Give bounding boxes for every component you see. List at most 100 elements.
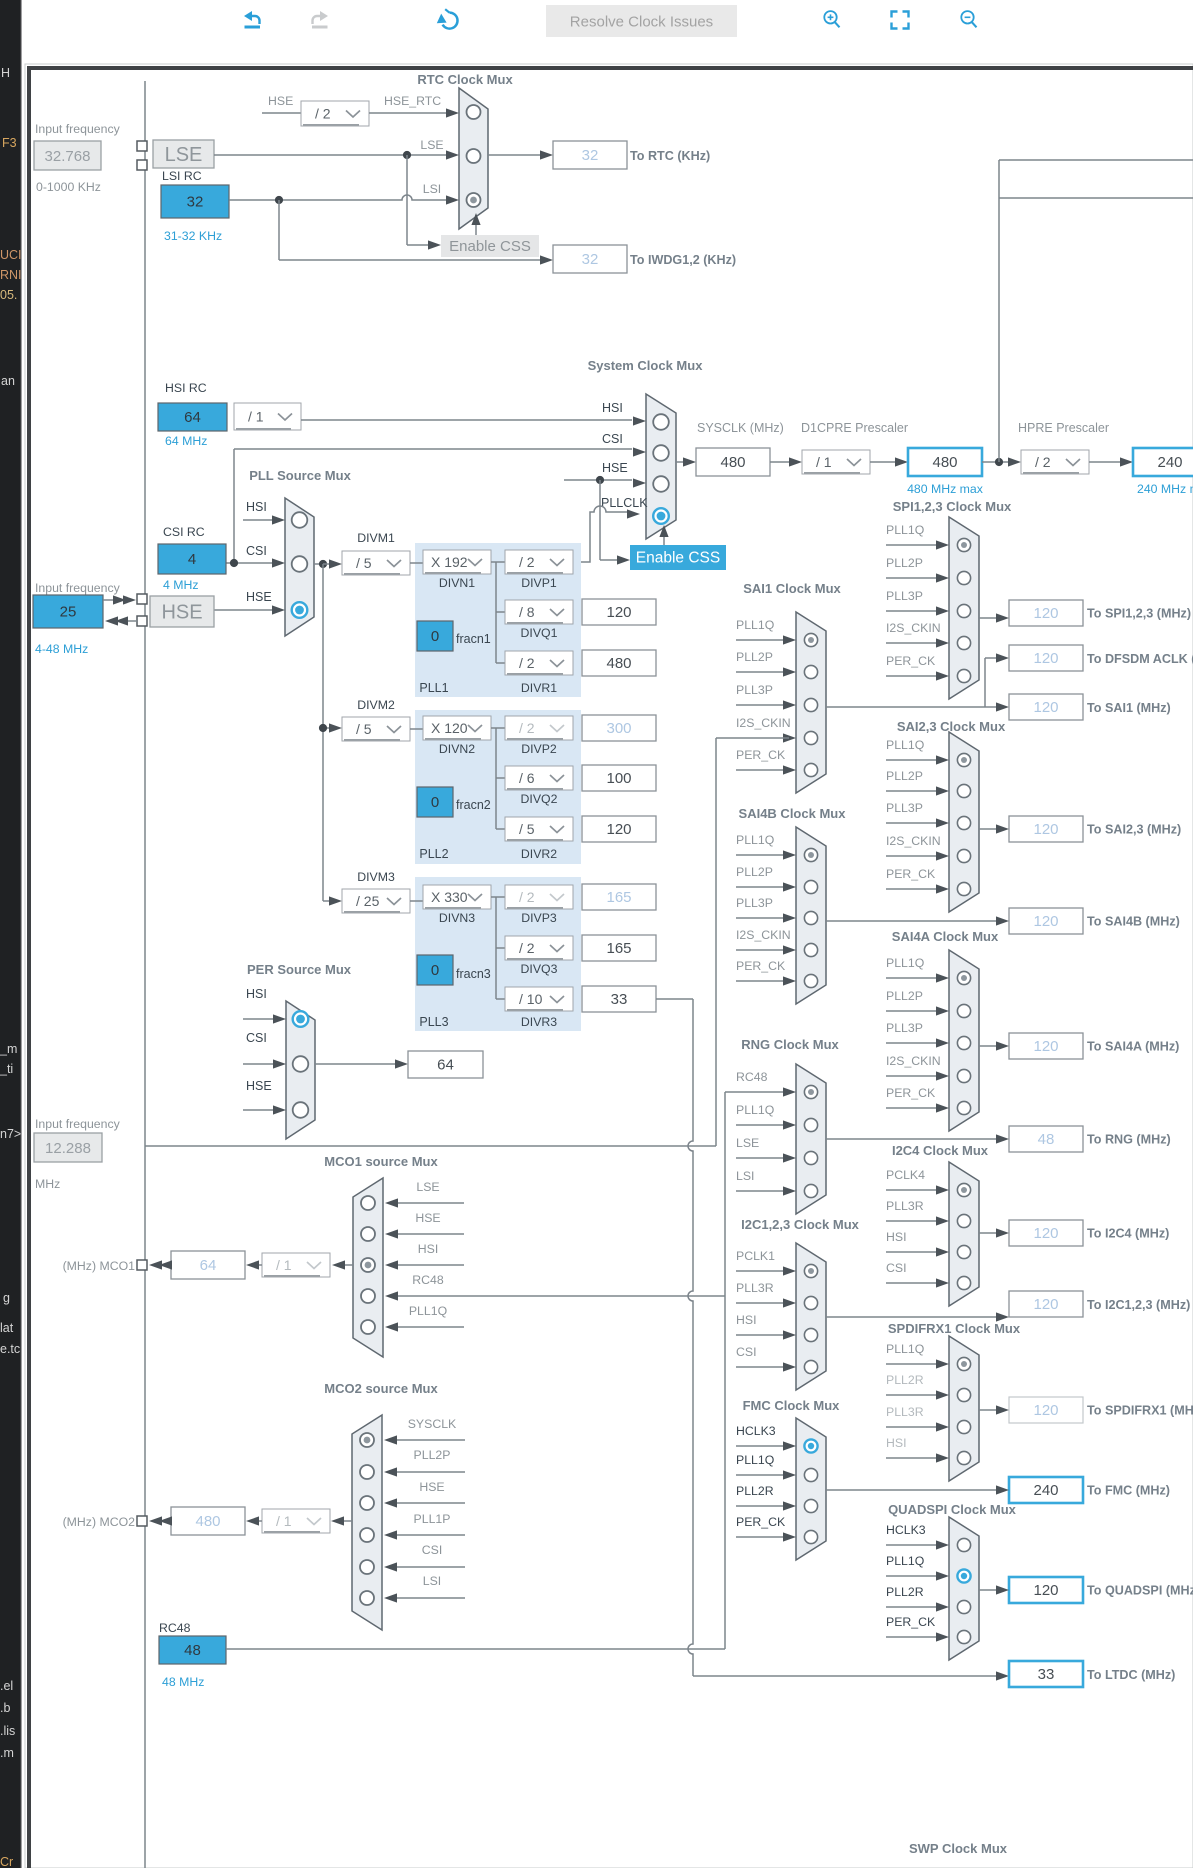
svg-text:e.tc: e.tc <box>0 1342 20 1356</box>
svg-text:CSI: CSI <box>886 1261 907 1275</box>
svg-text:120: 120 <box>606 604 631 621</box>
svg-text:I2S_CKIN: I2S_CKIN <box>886 1054 941 1068</box>
svg-text:.m: .m <box>0 1746 14 1760</box>
svg-text:To SPDIFRX1 (MHz): To SPDIFRX1 (MHz) <box>1087 1404 1193 1418</box>
svg-text:PLL1Q: PLL1Q <box>886 956 924 970</box>
svg-text:(MHz) MCO2: (MHz) MCO2 <box>63 1515 136 1529</box>
svg-text:HPRE Prescaler: HPRE Prescaler <box>1018 421 1109 435</box>
svg-text:SAI4A Clock Mux: SAI4A Clock Mux <box>892 929 999 944</box>
svg-text:PER_CK: PER_CK <box>886 867 936 881</box>
svg-text:0: 0 <box>431 962 439 979</box>
svg-text:PLL3R: PLL3R <box>736 1281 774 1295</box>
svg-text:SYSCLK (MHz): SYSCLK (MHz) <box>697 421 784 435</box>
svg-text:/ 5: / 5 <box>519 821 535 837</box>
svg-text:0: 0 <box>431 794 439 811</box>
svg-text:D1CPRE Prescaler: D1CPRE Prescaler <box>801 421 908 435</box>
svg-text:480: 480 <box>195 1513 220 1530</box>
svg-text:I2S_CKIN: I2S_CKIN <box>886 621 941 635</box>
svg-text:DIVN2: DIVN2 <box>439 742 475 756</box>
svg-text:120: 120 <box>1033 605 1058 622</box>
svg-text:DIVN3: DIVN3 <box>439 911 475 925</box>
svg-text:165: 165 <box>606 940 631 957</box>
svg-text:HSE: HSE <box>268 94 293 108</box>
svg-text:System Clock Mux: System Clock Mux <box>588 358 704 373</box>
svg-text:HSI: HSI <box>736 1313 757 1327</box>
svg-text:240: 240 <box>1033 1482 1058 1499</box>
svg-text:PLL2P: PLL2P <box>736 865 773 879</box>
svg-text:PLL1Q: PLL1Q <box>886 1342 924 1356</box>
svg-text:LSI: LSI <box>736 1169 754 1183</box>
svg-text:HSI RC: HSI RC <box>165 381 207 395</box>
svg-text:33: 33 <box>611 991 628 1008</box>
svg-text:To SAI1 (MHz): To SAI1 (MHz) <box>1087 701 1171 715</box>
svg-text:/ 2: / 2 <box>519 554 535 570</box>
svg-text:DIVQ1: DIVQ1 <box>521 626 558 640</box>
svg-text:PLL1Q: PLL1Q <box>736 833 774 847</box>
svg-text:/ 8: / 8 <box>519 604 535 620</box>
svg-text:PLL3P: PLL3P <box>886 1021 923 1035</box>
svg-text:UCI: UCI <box>0 248 22 262</box>
svg-text:/ 2: / 2 <box>315 106 331 122</box>
svg-text:F3: F3 <box>2 136 17 150</box>
svg-text:To QUADSPI (MHz): To QUADSPI (MHz) <box>1087 1584 1193 1598</box>
svg-text:480 MHz max: 480 MHz max <box>907 482 984 496</box>
svg-text:PLL2R: PLL2R <box>886 1373 924 1387</box>
svg-text:CSI: CSI <box>736 1345 757 1359</box>
svg-text:_ti: _ti <box>0 1062 13 1076</box>
svg-text:Cr: Cr <box>0 1855 13 1868</box>
svg-text:64: 64 <box>437 1057 454 1074</box>
svg-text:X 330: X 330 <box>431 889 468 905</box>
svg-text:120: 120 <box>1033 821 1058 838</box>
svg-text:/ 5: / 5 <box>356 555 372 571</box>
svg-text:CSI RC: CSI RC <box>163 525 205 539</box>
svg-text:PLL3R: PLL3R <box>886 1199 924 1213</box>
svg-text:I2C1,2,3 Clock Mux: I2C1,2,3 Clock Mux <box>741 1217 860 1232</box>
svg-text:DIVP3: DIVP3 <box>521 911 557 925</box>
svg-text:CSI: CSI <box>602 432 623 446</box>
svg-text:an: an <box>1 374 15 388</box>
svg-text:.b: .b <box>0 1701 10 1715</box>
svg-text:LSI: LSI <box>423 182 441 196</box>
svg-text:480: 480 <box>606 655 631 672</box>
svg-text:/ 10: / 10 <box>519 991 543 1007</box>
svg-text:Input frequency: Input frequency <box>35 122 121 136</box>
svg-text:DIVP1: DIVP1 <box>521 576 557 590</box>
svg-text:HSE: HSE <box>419 1480 444 1494</box>
svg-text:PLL1Q: PLL1Q <box>409 1304 447 1318</box>
svg-text:32.768: 32.768 <box>45 148 91 165</box>
svg-text:4 MHz: 4 MHz <box>163 578 199 592</box>
svg-text:DIVQ2: DIVQ2 <box>521 792 558 806</box>
svg-text:05.: 05. <box>0 288 17 302</box>
svg-text:PLLCLK: PLLCLK <box>601 496 648 510</box>
svg-text:/ 2: / 2 <box>1035 454 1051 470</box>
svg-text:SWP Clock Mux: SWP Clock Mux <box>909 1841 1008 1856</box>
svg-text:PLL Source Mux: PLL Source Mux <box>249 468 351 483</box>
svg-text:n7>: n7> <box>0 1127 21 1141</box>
svg-text:64: 64 <box>184 409 201 426</box>
svg-text:/ 2: / 2 <box>519 940 535 956</box>
svg-text:PLL2R: PLL2R <box>886 1585 924 1599</box>
svg-text:165: 165 <box>606 889 631 906</box>
svg-text:HSE: HSE <box>246 590 272 604</box>
svg-text:120: 120 <box>1033 1402 1058 1419</box>
svg-text:HSE: HSE <box>161 602 202 624</box>
svg-text:/ 2: / 2 <box>519 889 535 905</box>
svg-text:DIVR2: DIVR2 <box>521 847 557 861</box>
svg-text:PLL1Q: PLL1Q <box>886 738 924 752</box>
svg-text:To SAI4B (MHz): To SAI4B (MHz) <box>1087 915 1180 929</box>
svg-text:300: 300 <box>606 720 631 737</box>
svg-text:Input frequency: Input frequency <box>35 1117 121 1131</box>
svg-text:fracn1: fracn1 <box>456 632 491 646</box>
svg-text:RNI: RNI <box>0 268 22 282</box>
svg-text:PLL2P: PLL2P <box>414 1448 451 1462</box>
svg-text:240 MHz max: 240 MHz max <box>1137 482 1193 496</box>
svg-text:/ 2: / 2 <box>519 720 535 736</box>
svg-text:PER_CK: PER_CK <box>886 1086 936 1100</box>
svg-text:I2S_CKIN: I2S_CKIN <box>736 928 791 942</box>
svg-text:DIVN1: DIVN1 <box>439 576 475 590</box>
svg-text:PLL1: PLL1 <box>419 681 448 695</box>
svg-text:RTC Clock Mux: RTC Clock Mux <box>417 72 513 87</box>
svg-text:PER Source Mux: PER Source Mux <box>247 962 352 977</box>
svg-text:PLL2P: PLL2P <box>736 650 773 664</box>
svg-text:H: H <box>1 66 10 80</box>
